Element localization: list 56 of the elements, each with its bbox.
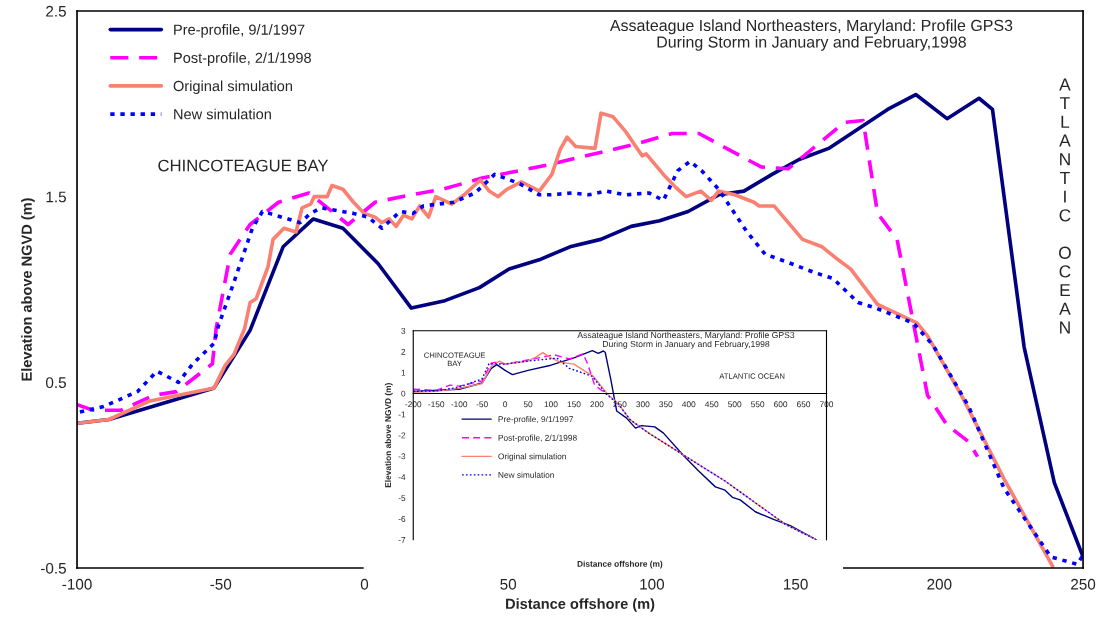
x-tick-label: 400 bbox=[681, 401, 696, 408]
y-axis-title: Elevation above NGVD (m) bbox=[384, 383, 393, 488]
legend-label: Original simulation bbox=[498, 453, 566, 461]
text: Assateague Island Northeasters, Maryland: Profile GPS3 During Storm in January and February,1998 bbox=[577, 331, 795, 349]
x-tick-label: 0 bbox=[360, 578, 369, 590]
x-tick-label: 100 bbox=[544, 401, 558, 408]
y-axis-title: Elevation above NGVD (m) bbox=[21, 198, 35, 381]
y-tick-label: -2 bbox=[398, 432, 406, 439]
x-tick-label: 50 bbox=[500, 578, 517, 590]
y-tick-label: 3 bbox=[401, 327, 406, 334]
x-tick-label: 0 bbox=[503, 401, 508, 408]
x-tick-label: 500 bbox=[728, 401, 742, 408]
y-tick-label: 0 bbox=[401, 390, 406, 397]
legend-label: Pre-profile, 9/1/1997 bbox=[174, 24, 305, 38]
y-tick-label: -7 bbox=[398, 537, 406, 543]
x-tick-label: 200 bbox=[590, 401, 604, 408]
y-tick-label: 1.5 bbox=[46, 191, 66, 203]
y-tick-label: 0.5 bbox=[45, 377, 66, 389]
x-tick-label: 200 bbox=[927, 578, 952, 590]
y-tick-label: 2.5 bbox=[46, 5, 66, 17]
y-tick-label: 2 bbox=[401, 348, 406, 355]
x-tick-label: 250 bbox=[1071, 578, 1096, 590]
x-tick-label: 150 bbox=[567, 401, 581, 408]
y-tick-label: -3 bbox=[398, 453, 406, 460]
x-tick-label: -50 bbox=[210, 578, 232, 590]
x-tick-label: 150 bbox=[784, 578, 808, 590]
x-tick-label: 350 bbox=[659, 401, 673, 408]
x-tick-label: 650 bbox=[797, 401, 811, 408]
y-tick-label: -0.5 bbox=[40, 562, 66, 574]
x-tick-label: -100 bbox=[451, 401, 468, 408]
x-tick-label: 550 bbox=[751, 401, 765, 408]
y-tick-label: 1 bbox=[401, 369, 406, 376]
x-tick-label: 600 bbox=[774, 401, 788, 408]
x-axis-title: Distance offshore (m) bbox=[506, 598, 655, 612]
y-tick-label: -4 bbox=[398, 474, 406, 481]
legend-label: Post-profile, 2/1/1998 bbox=[174, 52, 311, 66]
text: ATLANTIC OCEAN bbox=[1059, 78, 1071, 334]
y-tick-label: -6 bbox=[398, 516, 406, 522]
x-tick-label: -50 bbox=[476, 401, 488, 408]
legend-label: Original simulation bbox=[173, 80, 292, 95]
text: Assateague Island Northeasters, Maryland: Profile GPS3 During Storm in January and February,1998 bbox=[609, 19, 1013, 51]
y-tick-label: -1 bbox=[398, 411, 406, 418]
legend-label: New simulation bbox=[174, 108, 271, 120]
x-axis-title: Distance offshore (m) bbox=[577, 560, 663, 569]
annotation: CHINCOTEAGUE BAY bbox=[158, 159, 329, 172]
y-tick-label: -5 bbox=[398, 495, 406, 502]
legend-label: New simulation bbox=[498, 471, 554, 478]
x-tick-label: -100 bbox=[62, 578, 92, 590]
x-tick-label: -150 bbox=[428, 401, 445, 408]
legend-label: Pre-profile, 9/1/1997 bbox=[498, 416, 573, 424]
line-series bbox=[413, 353, 604, 393]
x-tick-label: 50 bbox=[523, 401, 533, 408]
x-tick-label: 300 bbox=[636, 401, 650, 408]
legend-label: Post-profile, 2/1/1998 bbox=[498, 434, 577, 443]
x-tick-label: 450 bbox=[704, 401, 719, 408]
x-tick-label: 100 bbox=[640, 578, 665, 590]
